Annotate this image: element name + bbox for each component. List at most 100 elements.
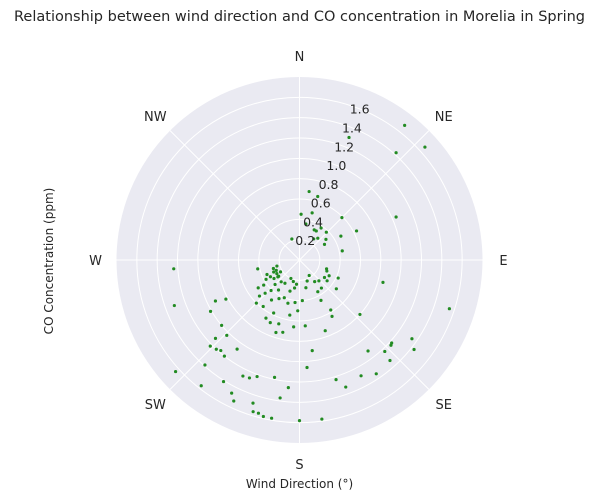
data-point (340, 249, 344, 253)
direction-label-sw: SW (145, 398, 166, 413)
data-point (412, 347, 416, 352)
data-point (270, 416, 274, 420)
data-point (276, 275, 280, 279)
data-point (394, 151, 398, 155)
data-point (293, 300, 297, 305)
radial-tick-label: 1.2 (334, 139, 354, 154)
polar-plot-area: 0.2 0.4 0.6 0.8 1.0 1.2 1.4 1.6 N NE E SE S SW W NW (89, 50, 508, 473)
data-point (224, 297, 228, 301)
data-point (305, 365, 309, 370)
grid-spoke-3 (299, 259, 430, 390)
chart-title: Relationship between wind direction and … (14, 9, 585, 25)
data-point (251, 401, 255, 405)
data-point (272, 276, 276, 281)
data-point (277, 322, 281, 326)
grid-spoke-7 (169, 130, 300, 261)
data-point (394, 215, 398, 219)
data-point (221, 379, 226, 384)
data-point (213, 299, 218, 303)
data-point (329, 308, 333, 312)
data-point (390, 341, 394, 345)
data-point (269, 298, 274, 302)
data-point (276, 288, 281, 292)
data-point (310, 349, 314, 353)
data-point (304, 222, 308, 226)
data-point (256, 286, 260, 290)
data-point (324, 237, 328, 241)
data-point (225, 333, 229, 337)
direction-label-n: N (295, 50, 305, 65)
data-point (278, 396, 282, 400)
data-point (199, 384, 203, 388)
data-point (388, 358, 392, 363)
data-point (334, 287, 338, 291)
data-point (317, 279, 321, 283)
data-point (322, 275, 327, 280)
data-point (251, 410, 255, 414)
radial-tick-label: 0.6 (311, 196, 331, 211)
data-point (336, 276, 340, 280)
data-point (359, 374, 363, 378)
data-point (334, 377, 338, 382)
data-point (307, 273, 311, 278)
radial-tick-label: 1.0 (326, 158, 346, 173)
data-point (283, 281, 287, 285)
data-point (256, 267, 260, 271)
data-point (324, 267, 329, 271)
radial-tick-label: 0.2 (295, 233, 315, 248)
data-point (235, 347, 239, 351)
data-point (339, 234, 343, 238)
direction-label-se: SE (435, 398, 451, 413)
data-point (347, 135, 351, 140)
data-point (316, 236, 320, 240)
data-point (268, 321, 272, 325)
data-point (358, 312, 362, 317)
data-point (213, 336, 218, 340)
data-point (324, 230, 328, 234)
data-point (319, 226, 323, 230)
data-point (310, 211, 314, 215)
data-point (354, 229, 359, 233)
data-point (381, 280, 385, 284)
radial-tick-label: 1.4 (342, 121, 362, 136)
data-point (261, 414, 265, 419)
data-point (312, 228, 316, 232)
data-point (268, 275, 273, 279)
data-point (254, 301, 258, 305)
data-point (447, 307, 451, 311)
scatter-points (172, 123, 451, 423)
data-point (291, 279, 295, 284)
data-point (274, 268, 278, 272)
data-point (288, 313, 292, 317)
radial-tick-label: 1.6 (350, 102, 370, 117)
data-point (325, 279, 329, 283)
data-point (214, 347, 218, 351)
data-point (275, 272, 279, 276)
direction-label-w: W (89, 254, 102, 269)
data-point (303, 324, 307, 328)
data-point (294, 282, 299, 286)
data-point (208, 309, 213, 313)
y-axis-label: CO Concentration (ppm) (42, 188, 56, 335)
data-point (219, 348, 223, 353)
data-point (290, 237, 294, 241)
data-point (257, 294, 262, 298)
data-point (269, 288, 273, 293)
data-point (275, 264, 279, 268)
radial-tick-label: 0.4 (303, 214, 323, 229)
data-point (220, 323, 224, 327)
data-point (278, 270, 283, 274)
data-point (241, 374, 245, 378)
data-point (340, 215, 344, 220)
data-point (230, 391, 234, 395)
data-point (316, 290, 320, 294)
data-point (319, 286, 324, 290)
data-point (319, 298, 323, 302)
data-point (313, 280, 317, 284)
data-point (262, 283, 266, 287)
data-point (292, 286, 297, 290)
data-point (264, 316, 268, 320)
data-point (330, 314, 334, 318)
data-point (264, 277, 268, 281)
data-point (172, 303, 176, 308)
